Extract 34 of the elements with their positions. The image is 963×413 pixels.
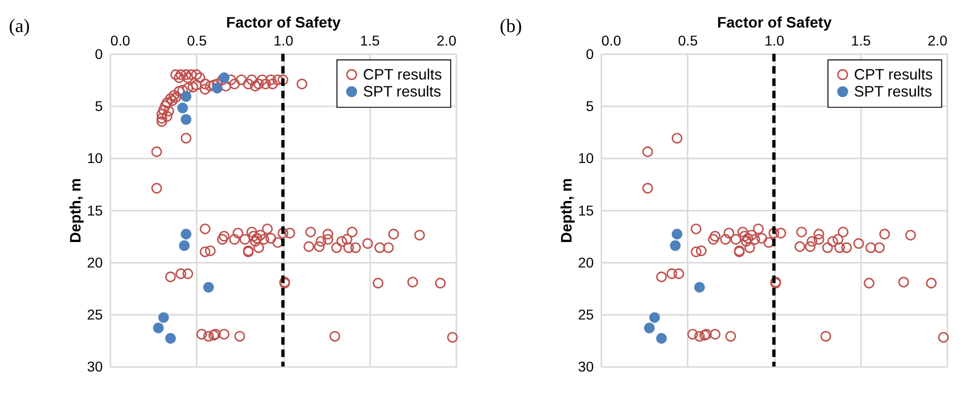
x-tick-label: 1.0 bbox=[764, 34, 784, 50]
x-tick-label: 0.5 bbox=[678, 34, 698, 50]
y-tick-label: 25 bbox=[87, 308, 103, 324]
y-tick-label: 0 bbox=[586, 46, 594, 63]
chart-title: (a) bbox=[8, 16, 30, 37]
legend-label: SPT results bbox=[363, 83, 442, 100]
y-tick-label: 5 bbox=[94, 99, 103, 116]
y-tick-label: 30 bbox=[578, 360, 594, 376]
y-tick-label: 20 bbox=[578, 255, 594, 272]
y-tick-label: 30 bbox=[87, 360, 103, 376]
x-axis-title: Factor of Safety bbox=[226, 14, 342, 32]
x-axis-title: Factor of Safety bbox=[717, 14, 832, 32]
x-tick-label: 1.5 bbox=[850, 34, 871, 50]
x-tick-label: 1.5 bbox=[360, 34, 380, 50]
y-tick-label: 20 bbox=[87, 255, 103, 272]
y-tick-label: 25 bbox=[578, 308, 594, 324]
x-tick-label: 0.0 bbox=[110, 34, 130, 50]
legend-label: CPT results bbox=[854, 66, 934, 84]
y-tick-label: 5 bbox=[586, 99, 594, 116]
x-tick-label: 1.0 bbox=[274, 34, 294, 50]
y-axis-title: Depth, m bbox=[67, 178, 84, 244]
y-tick-label: 15 bbox=[87, 203, 103, 220]
x-tick-label: 2.0 bbox=[436, 34, 456, 50]
y-tick-label: 10 bbox=[87, 151, 103, 168]
legend-label: CPT results bbox=[363, 66, 442, 84]
chart-title: (b) bbox=[500, 16, 522, 37]
x-tick-label: 0.5 bbox=[187, 34, 207, 50]
y-tick-label: 10 bbox=[578, 151, 594, 168]
legend-label: SPT results bbox=[854, 83, 932, 100]
x-tick-label: 0.0 bbox=[601, 34, 622, 50]
y-axis-title: Depth, m bbox=[558, 178, 576, 244]
x-tick-label: 2.0 bbox=[928, 34, 948, 50]
y-tick-label: 0 bbox=[94, 46, 103, 63]
y-tick-label: 15 bbox=[578, 203, 594, 220]
